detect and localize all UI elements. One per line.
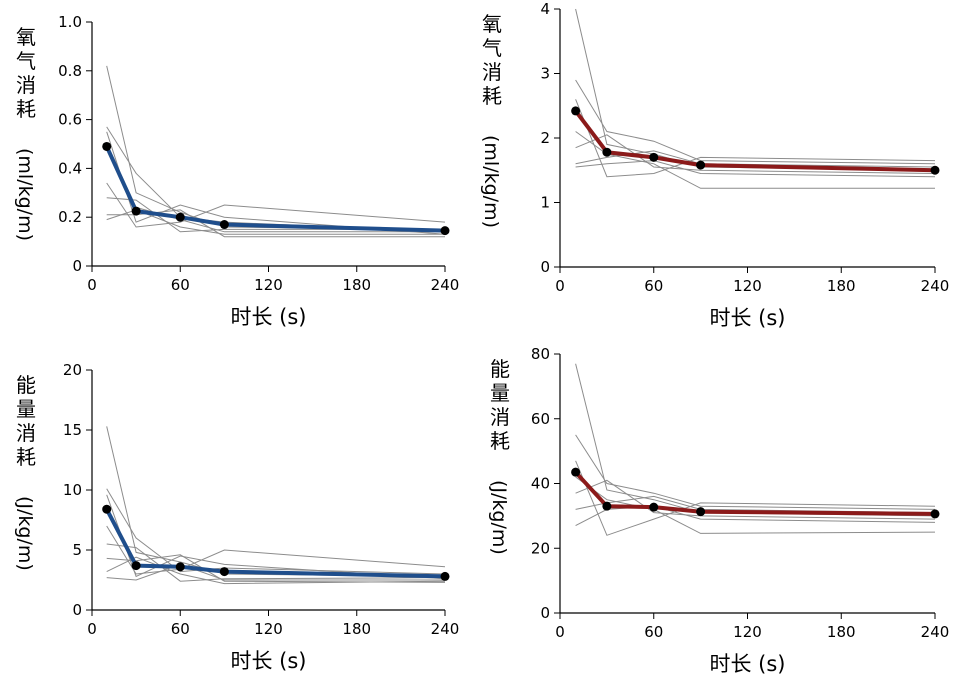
y-tick-label: 5 — [72, 541, 82, 559]
individual-series-line — [106, 65, 446, 230]
x-tick-label: 120 — [733, 277, 762, 295]
y-tick-label: 40 — [531, 475, 550, 493]
x-tick-label: 180 — [827, 623, 856, 641]
mean-data-point — [219, 220, 229, 230]
x-tick-label: 0 — [87, 276, 97, 294]
y-axis-label: 能量消耗 — [490, 357, 510, 453]
y-axis-label: 能量消耗 — [16, 373, 36, 469]
y-tick-label: 0 — [72, 257, 82, 275]
y-tick-label: 0.2 — [58, 208, 82, 226]
x-axis-label: 时长 (s) — [230, 649, 306, 673]
x-tick-label: 0 — [87, 620, 97, 638]
y-tick-label: 0.8 — [58, 62, 82, 80]
mean-series-line — [104, 508, 446, 579]
individual-series-line — [575, 8, 936, 171]
y-tick-label: 2 — [540, 129, 550, 147]
y-tick-label: 60 — [531, 410, 550, 428]
x-tick-label: 60 — [171, 620, 190, 638]
mean-data-point — [696, 160, 706, 170]
mean-data-point — [696, 507, 706, 517]
individual-series-line — [106, 126, 446, 233]
y-axis-unit: (ml/kg/m) — [14, 148, 36, 241]
individual-series-line — [575, 479, 936, 520]
x-tick-label: 120 — [254, 276, 283, 294]
mean-data-point — [102, 141, 112, 151]
x-tick-label: 240 — [431, 276, 460, 294]
y-tick-label: 1 — [540, 194, 550, 212]
x-tick-label: 240 — [921, 623, 950, 641]
mean-data-point — [602, 501, 612, 511]
mean-data-point — [649, 152, 659, 162]
mean-data-point — [930, 509, 940, 519]
individual-series-line — [106, 556, 446, 585]
individual-series-line — [106, 182, 446, 228]
y-tick-label: 20 — [531, 539, 550, 557]
individual-series-line — [575, 460, 936, 536]
individual-series-line — [106, 209, 445, 238]
y-tick-label: 0.4 — [58, 159, 82, 177]
individual-series-line — [575, 434, 936, 510]
y-tick-label: 80 — [531, 345, 550, 363]
individual-series-line — [575, 131, 935, 189]
mean-data-point — [649, 502, 659, 512]
individual-series-line — [106, 131, 446, 235]
chart-oxygen-right: 0 1 2 3 4 0 60 120 180 240 时长 (s) 氧气消耗 (ml/kg/m) — [480, 0, 950, 330]
y-axis-unit: (J/kg/m) — [488, 480, 510, 555]
x-axis-label: 时长 (s) — [230, 305, 306, 329]
mean-data-point — [131, 206, 141, 216]
x-tick-label: 120 — [254, 620, 283, 638]
y-axis-unit: (ml/kg/m) — [480, 135, 502, 228]
mean-data-point — [571, 467, 581, 477]
y-axis-label: 氧气消耗 — [482, 12, 502, 108]
mean-data-point — [131, 561, 141, 571]
mean-data-point — [440, 571, 450, 581]
y-tick-label: 4 — [540, 0, 550, 18]
mean-data-point — [440, 226, 450, 236]
y-axis-unit: (J/kg/m) — [14, 496, 36, 571]
x-axis-label: 时长 (s) — [709, 652, 785, 676]
individual-series-line — [106, 197, 445, 233]
mean-data-point — [219, 567, 229, 577]
individual-series-line — [575, 99, 936, 178]
individual-series-line — [106, 488, 446, 575]
mean-data-point — [930, 165, 940, 175]
y-tick-label: 15 — [63, 421, 82, 439]
y-tick-label: 3 — [540, 65, 550, 83]
chart-energy-right: 0 20 40 60 80 0 60 120 180 240 时长 (s) 能量消耗 (J/kg/m) — [488, 345, 950, 676]
x-tick-label: 60 — [171, 276, 190, 294]
y-tick-label: 0 — [72, 601, 82, 619]
x-tick-label: 240 — [431, 620, 460, 638]
x-tick-label: 0 — [555, 623, 565, 641]
x-tick-label: 60 — [644, 623, 663, 641]
mean-data-point — [602, 147, 612, 157]
x-tick-label: 180 — [342, 276, 371, 294]
x-tick-label: 180 — [342, 620, 371, 638]
individual-series-line — [575, 363, 936, 517]
x-tick-label: 60 — [644, 277, 663, 295]
individual-series-line — [575, 79, 936, 165]
y-tick-label: 10 — [63, 481, 82, 499]
y-tick-label: 0 — [540, 604, 550, 622]
x-tick-label: 0 — [555, 277, 565, 295]
y-tick-label: 0 — [540, 258, 550, 276]
mean-data-point — [175, 562, 185, 572]
mean-data-point — [102, 504, 112, 514]
chart-oxygen-left: 0 0.2 0.4 0.6 0.8 1.0 0 60 120 180 240 时长 (s) 氧气消耗 (m… — [14, 13, 460, 329]
y-axis-label: 氧气消耗 — [16, 25, 36, 121]
mean-data-point — [571, 106, 581, 116]
x-tick-label: 180 — [827, 277, 856, 295]
mean-data-point — [175, 212, 185, 222]
individual-series-line — [106, 554, 446, 583]
y-tick-label: 0.6 — [58, 111, 82, 129]
mean-series-line — [574, 470, 936, 516]
x-tick-label: 120 — [733, 623, 762, 641]
x-axis-label: 时长 (s) — [709, 306, 785, 330]
chart-energy-left: 0 5 10 15 20 0 60 120 180 240 时长 (s) 能量消耗 (J/kg/m) — [14, 361, 460, 673]
individual-series-line — [106, 209, 445, 235]
x-tick-label: 240 — [921, 277, 950, 295]
y-tick-label: 20 — [63, 361, 82, 379]
y-tick-label: 1.0 — [58, 13, 82, 31]
